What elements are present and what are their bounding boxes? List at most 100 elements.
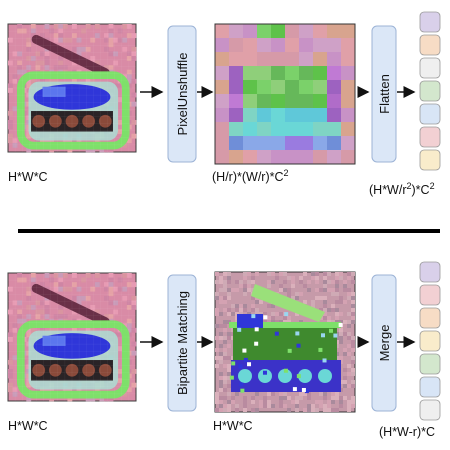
mosaic-cell <box>327 150 341 164</box>
matched-noise-pixel <box>227 364 231 368</box>
mosaic-cell <box>229 122 243 136</box>
noise-pixel <box>85 78 91 84</box>
top-mid-dim-base: (H/r)*(W/r)*C <box>212 170 284 184</box>
noise-pixel <box>49 277 55 283</box>
noise-pixel <box>58 56 64 61</box>
matched-noise-pixel <box>319 400 323 404</box>
tank-cannon <box>31 34 110 78</box>
noise-pixel <box>30 305 36 310</box>
noise-pixel <box>53 33 59 39</box>
matched-noise-pixel <box>311 408 315 412</box>
noise-pixel <box>67 286 73 292</box>
noise-pixel <box>30 33 36 39</box>
matched-noise-pixel <box>219 408 223 412</box>
noise-pixel <box>8 369 13 374</box>
matched-noise-pixel <box>351 280 355 284</box>
matched-noise-pixel <box>219 396 223 400</box>
bottom-token-stack <box>419 261 441 421</box>
matched-noise-pixel <box>291 276 295 280</box>
mosaic-cell <box>215 38 229 52</box>
tank-outline <box>16 71 130 150</box>
noise-pixel <box>49 78 55 84</box>
matched-noise-pixel <box>271 272 275 276</box>
matched-noise-pixel <box>215 348 219 352</box>
matched-noise-pixel <box>295 408 299 412</box>
noise-pixel <box>122 273 128 278</box>
matched-noise-pixel <box>331 288 335 292</box>
matched-noise-pixel <box>303 300 307 304</box>
mosaic-cell <box>215 52 229 66</box>
noise-pixel <box>108 286 114 292</box>
noise-pixel <box>117 286 123 292</box>
mosaic-cell <box>271 24 285 38</box>
matched-noise-pixel <box>335 308 339 312</box>
noise-pixel <box>21 69 27 75</box>
matched-noise-pixel <box>319 404 323 408</box>
matched-noise-pixel <box>327 316 331 320</box>
noise-pixel <box>26 396 32 402</box>
noise-pixel <box>90 396 96 402</box>
noise-pixel <box>126 323 132 329</box>
matched-wheel <box>318 369 332 383</box>
noise-pixel <box>49 387 55 393</box>
matched-noise-pixel <box>219 324 223 328</box>
matched-noise-pixel <box>339 336 343 340</box>
tank-wheel <box>82 114 96 128</box>
noise-pixel <box>104 314 109 320</box>
noise-pixel <box>122 295 128 301</box>
matched-noise-pixel <box>307 280 311 284</box>
matched-token-pixel <box>322 358 327 363</box>
matched-noise-pixel <box>303 392 307 396</box>
matched-noise-pixel <box>223 336 227 340</box>
matched-noise-pixel <box>235 392 239 396</box>
bottom-output-dim-label: (H*W-r)*C <box>379 425 436 439</box>
noise-pixel <box>26 65 32 71</box>
noise-pixel <box>40 309 45 315</box>
matched-token-pixel <box>242 348 247 353</box>
matched-noise-pixel <box>295 296 299 300</box>
noise-pixel <box>21 277 27 283</box>
noise-pixel <box>117 332 123 338</box>
matched-noise-pixel <box>323 296 327 300</box>
matched-noise-pixel <box>343 280 347 284</box>
matched-noise-pixel <box>243 404 247 408</box>
noise-pixel <box>26 83 32 89</box>
noise-pixel <box>40 300 45 306</box>
matched-noise-pixel <box>235 404 239 408</box>
matched-noise-pixel <box>283 404 287 408</box>
matched-noise-pixel <box>243 408 247 412</box>
matched-noise-pixel <box>295 292 299 296</box>
matched-noise-pixel <box>323 276 327 280</box>
matched-noise-pixel <box>327 408 331 412</box>
noise-pixel <box>62 37 68 43</box>
noise-pixel <box>131 382 137 388</box>
matched-token-pixel <box>321 333 326 338</box>
mosaic-cell <box>229 150 243 164</box>
noise-pixel <box>85 24 91 29</box>
matched-noise-pixel <box>339 296 343 300</box>
mosaic-cell <box>257 108 271 122</box>
matched-noise-pixel <box>339 400 343 404</box>
noise-pixel <box>108 273 114 278</box>
matched-noise-pixel <box>227 408 231 412</box>
noise-pixel <box>12 387 18 393</box>
noise-pixel <box>90 37 96 43</box>
matched-noise-pixel <box>243 288 247 292</box>
matched-noise-pixel <box>235 408 239 412</box>
noise-pixel <box>131 282 137 288</box>
matched-noise-pixel <box>263 396 267 400</box>
noise-pixel <box>76 295 82 301</box>
matched-noise-pixel <box>271 280 275 284</box>
mosaic-cell <box>215 150 229 164</box>
mosaic-cell <box>313 52 327 66</box>
matched-noise-pixel <box>227 344 231 348</box>
matched-noise-pixel <box>347 320 351 324</box>
mosaic-cell <box>271 122 285 136</box>
matched-token-pixel <box>333 333 338 338</box>
matched-noise-pixel <box>315 280 319 284</box>
mosaic-cell <box>243 38 257 52</box>
matched-noise-pixel <box>339 276 343 280</box>
noise-pixel <box>49 327 55 333</box>
noise-pixel <box>85 46 91 52</box>
matched-noise-pixel <box>343 300 347 304</box>
